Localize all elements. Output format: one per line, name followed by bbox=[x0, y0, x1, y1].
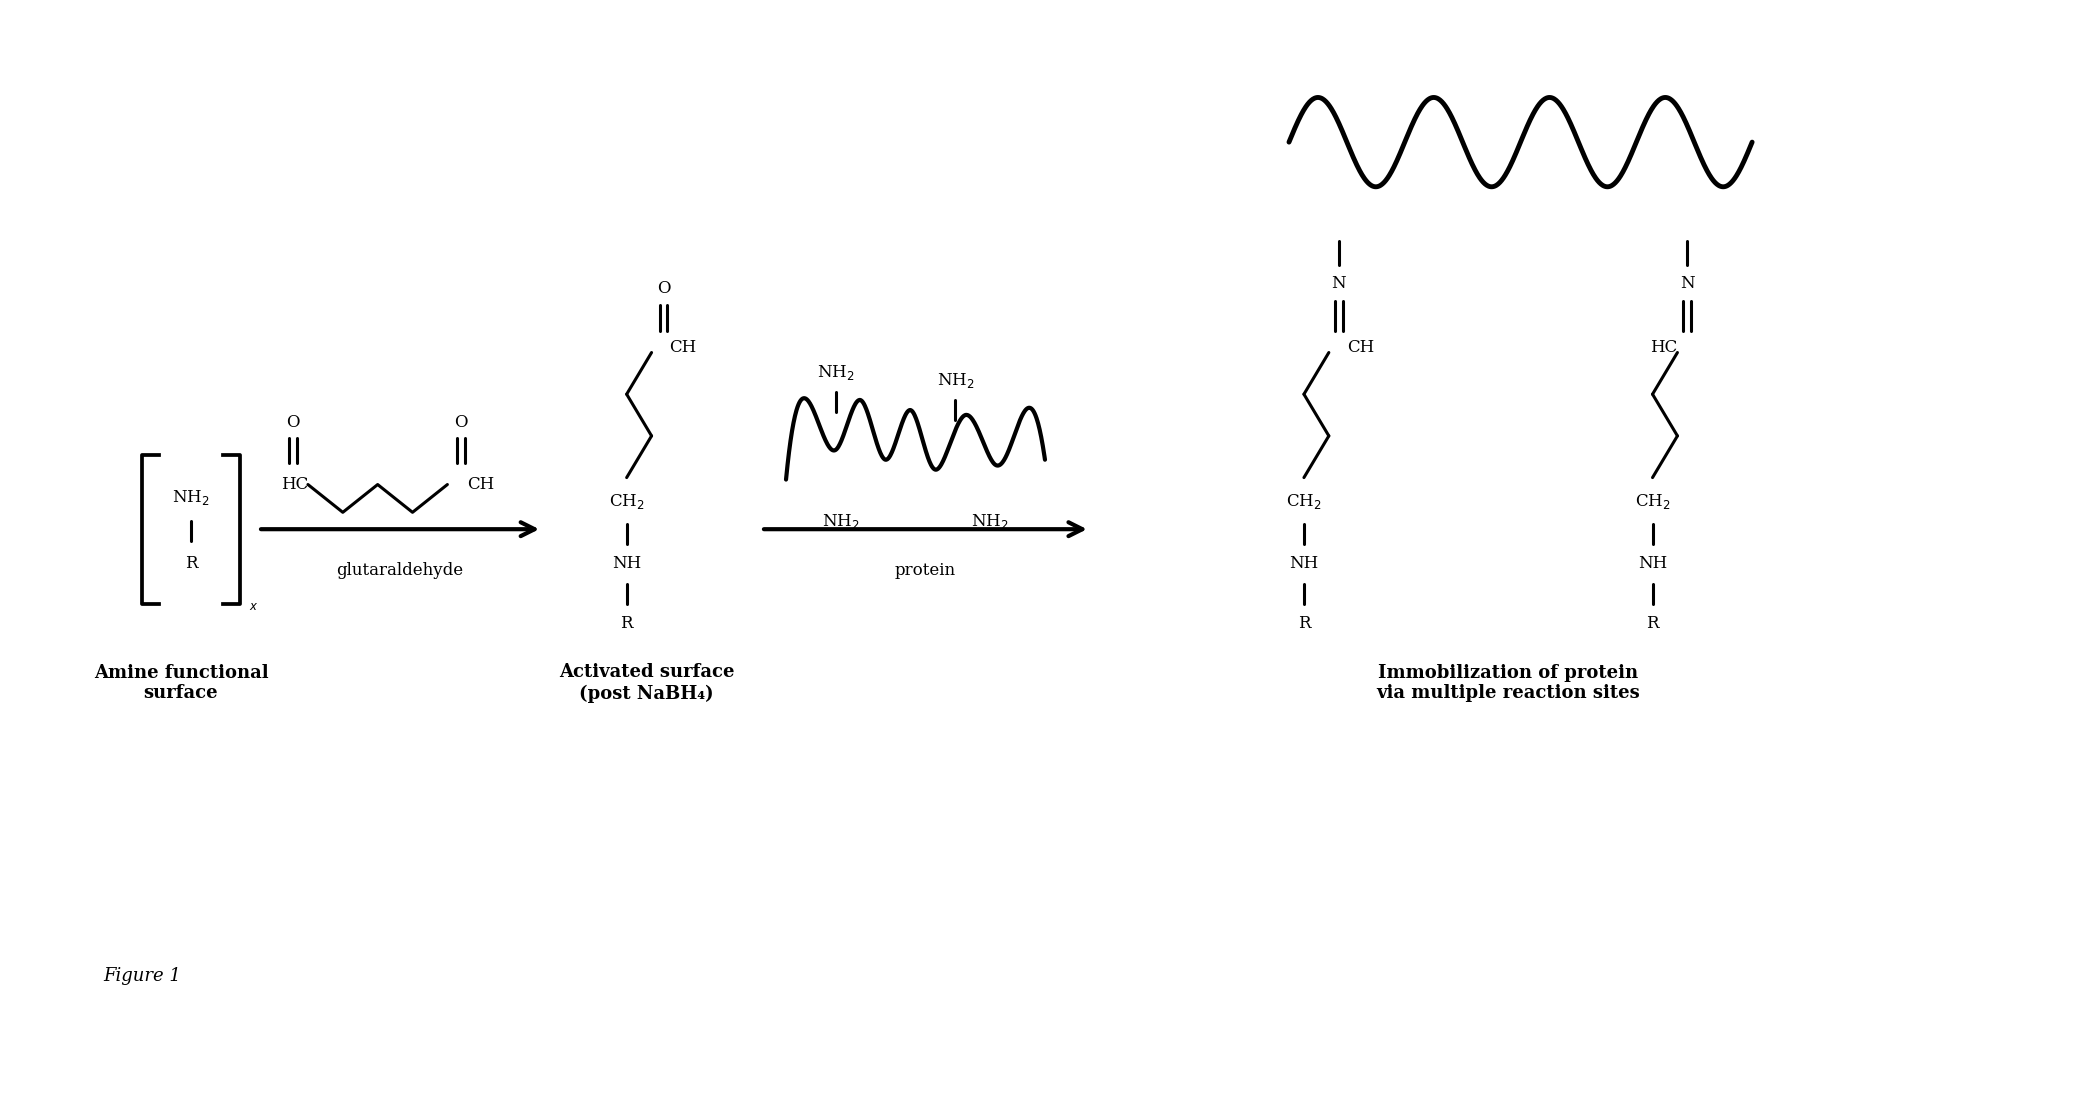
Text: NH$_2$: NH$_2$ bbox=[938, 370, 975, 390]
Text: NH: NH bbox=[1289, 556, 1318, 572]
Text: NH: NH bbox=[611, 556, 640, 572]
Text: Immobilization of protein
via multiple reaction sites: Immobilization of protein via multiple r… bbox=[1376, 663, 1640, 702]
Text: CH: CH bbox=[468, 476, 495, 494]
Text: R: R bbox=[185, 556, 198, 572]
Text: NH$_2$: NH$_2$ bbox=[971, 511, 1008, 531]
Text: O: O bbox=[455, 415, 468, 431]
Text: $_x$: $_x$ bbox=[249, 596, 258, 612]
Text: HC: HC bbox=[281, 476, 308, 494]
Text: Amine functional
surface: Amine functional surface bbox=[94, 663, 268, 702]
Text: N: N bbox=[1680, 275, 1694, 292]
Text: Activated surface
(post NaBH₄): Activated surface (post NaBH₄) bbox=[559, 663, 734, 703]
Text: protein: protein bbox=[894, 562, 956, 579]
Text: N: N bbox=[1331, 275, 1345, 292]
Text: R: R bbox=[1297, 615, 1310, 632]
Text: R: R bbox=[620, 615, 632, 632]
Text: CH$_2$: CH$_2$ bbox=[1634, 492, 1669, 511]
Text: HC: HC bbox=[1651, 339, 1678, 356]
Text: Figure 1: Figure 1 bbox=[104, 967, 181, 985]
Text: CH$_2$: CH$_2$ bbox=[609, 492, 644, 511]
Text: O: O bbox=[287, 415, 299, 431]
Text: O: O bbox=[657, 279, 669, 296]
Text: glutaraldehyde: glutaraldehyde bbox=[337, 562, 464, 579]
Text: NH$_2$: NH$_2$ bbox=[173, 488, 210, 507]
Text: R: R bbox=[1647, 615, 1659, 632]
Text: CH: CH bbox=[669, 339, 696, 356]
Text: NH$_2$: NH$_2$ bbox=[817, 363, 854, 381]
Text: NH$_2$: NH$_2$ bbox=[821, 511, 859, 531]
Text: NH: NH bbox=[1638, 556, 1667, 572]
Text: CH$_2$: CH$_2$ bbox=[1287, 492, 1322, 511]
Text: CH: CH bbox=[1347, 339, 1374, 356]
